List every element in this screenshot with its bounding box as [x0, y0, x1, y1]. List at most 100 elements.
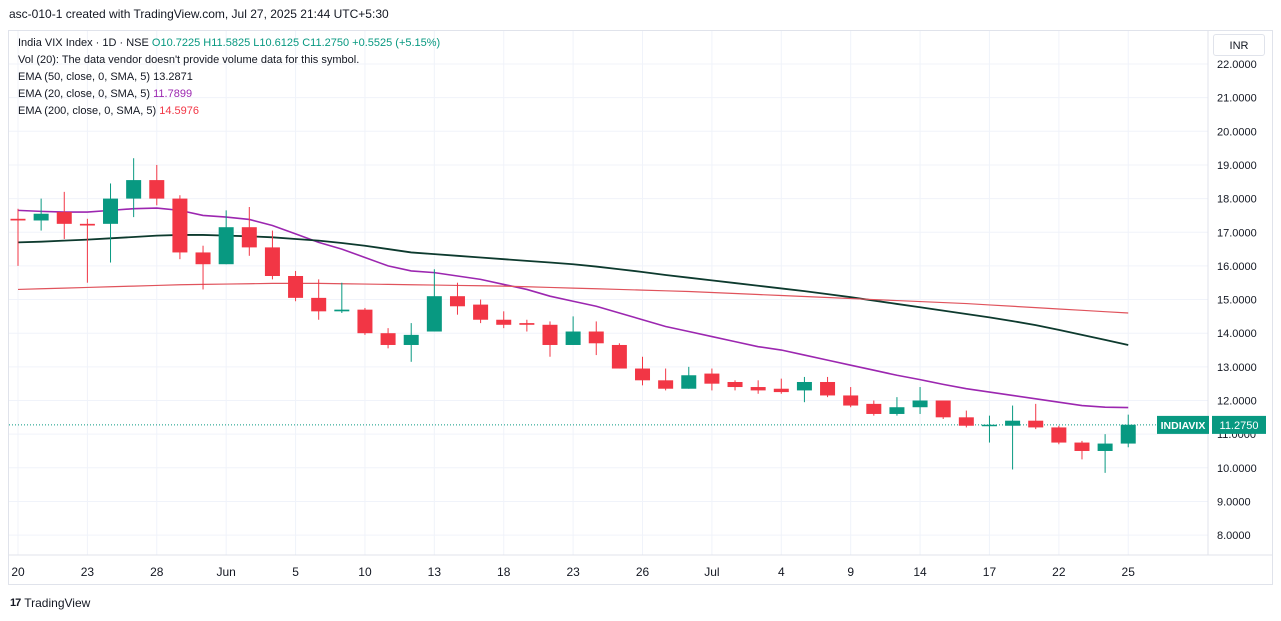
legend-ema50-row[interactable]: EMA (50, close, 0, SMA, 5) 13.2871 — [18, 69, 440, 86]
y-tick-label: 9.0000 — [1217, 496, 1251, 508]
legend-close: C11.2750 — [302, 37, 350, 49]
candle-body-up[interactable] — [1120, 424, 1136, 444]
candle-body-up[interactable] — [681, 375, 697, 389]
candle-body-up[interactable] — [981, 424, 997, 427]
y-tick-label: 20.0000 — [1217, 126, 1257, 138]
legend-ema20-value: 11.7899 — [153, 88, 193, 100]
candle-body-down[interactable] — [542, 324, 558, 345]
x-tick-label: 4 — [778, 565, 785, 579]
x-tick-label: 25 — [1122, 565, 1136, 579]
candle-body-down[interactable] — [10, 218, 26, 221]
ema50-line — [17, 234, 1129, 346]
legend-volume-row[interactable]: Vol (20): The data vendor doesn't provid… — [18, 52, 440, 69]
candle-body-down[interactable] — [611, 344, 627, 369]
y-tick-label: 12.0000 — [1217, 396, 1257, 408]
candle-body-down[interactable] — [1074, 442, 1090, 451]
x-tick-label: 28 — [150, 565, 164, 579]
candle-body-down[interactable] — [958, 417, 974, 426]
candle-body-down[interactable] — [519, 323, 535, 325]
candle-body-down[interactable] — [750, 387, 766, 391]
candle-body-down[interactable] — [195, 252, 211, 265]
legend-ema200-value: 14.5976 — [159, 105, 199, 117]
header-bar: asc-010-1 created with TradingView.com, … — [0, 0, 1281, 30]
candle-body-down[interactable] — [1028, 420, 1044, 428]
legend-symbol-row: India VIX Index · 1D · NSE O10.7225 H11.… — [18, 35, 440, 52]
candle-body-up[interactable] — [33, 213, 49, 221]
candle-body-down[interactable] — [727, 381, 743, 388]
candle-body-up[interactable] — [334, 309, 350, 312]
candle-body-up[interactable] — [1097, 443, 1113, 451]
legend-ema200-row[interactable]: EMA (200, close, 0, SMA, 5) 14.5976 — [18, 103, 440, 120]
candle-body-down[interactable] — [588, 331, 604, 344]
legend-low: L10.6125 — [253, 37, 300, 49]
candle-body-up[interactable] — [218, 227, 234, 265]
y-tick-label: 21.0000 — [1217, 93, 1257, 105]
x-tick-label: Jun — [216, 565, 235, 579]
candle-body-down[interactable] — [149, 180, 165, 199]
candle-body-down[interactable] — [172, 198, 188, 253]
candle-body-down[interactable] — [56, 212, 72, 224]
x-tick-label: 5 — [292, 565, 299, 579]
legend-symbol[interactable]: India VIX Index · 1D · NSE — [18, 37, 149, 49]
created-caption: asc-010-1 created with TradingView.com, … — [9, 7, 389, 21]
candle-body-down[interactable] — [496, 319, 512, 325]
candle-body-up[interactable] — [126, 180, 142, 199]
y-tick-label: 16.0000 — [1217, 261, 1257, 273]
tradingview-logo-text: TradingView — [24, 596, 91, 610]
legend-open: O10.7225 — [151, 37, 201, 49]
tradingview-logo[interactable]: 17 TradingView — [10, 596, 90, 610]
candle-body-down[interactable] — [773, 388, 789, 393]
candle-body-down[interactable] — [820, 381, 836, 396]
x-tick-label: 20 — [11, 565, 25, 579]
candle-body-down[interactable] — [635, 368, 651, 381]
x-tick-label: 18 — [497, 565, 511, 579]
candle-body-down[interactable] — [473, 304, 489, 320]
candle-body-up[interactable] — [912, 400, 928, 408]
candle-body-down[interactable] — [288, 275, 304, 298]
candle-body-up[interactable] — [796, 381, 812, 391]
candle-body-up[interactable] — [403, 334, 419, 345]
legend-change: +0.5525 (+5.15%) — [352, 37, 441, 49]
legend-ema20-label: EMA (20, close, 0, SMA, 5) — [18, 88, 151, 100]
tradingview-logo-icon: 17 — [10, 597, 21, 609]
candle-body-down[interactable] — [380, 333, 396, 345]
legend-ema50-value: 13.2871 — [153, 71, 193, 83]
candle-body-up[interactable] — [565, 331, 581, 345]
candle-body-up[interactable] — [426, 296, 442, 332]
x-tick-label: 10 — [358, 565, 372, 579]
candle-body-down[interactable] — [1051, 427, 1067, 443]
candle-body-down[interactable] — [311, 297, 327, 312]
symbol-tag-label: INDIAVIX — [1161, 420, 1206, 432]
candle-body-down[interactable] — [241, 227, 257, 248]
currency-button[interactable]: INR — [1213, 34, 1265, 56]
candle-body-down[interactable] — [658, 380, 674, 389]
x-tick-label: 9 — [847, 565, 854, 579]
x-tick-label: 22 — [1052, 565, 1066, 579]
x-tick-label: 26 — [636, 565, 650, 579]
candle-body-down[interactable] — [357, 309, 373, 334]
candle-body-down[interactable] — [866, 403, 882, 414]
y-tick-label: 18.0000 — [1217, 194, 1257, 206]
x-tick-label: Jul — [704, 565, 719, 579]
legend: India VIX Index · 1D · NSE O10.7225 H11.… — [18, 35, 440, 120]
x-tick-label: 23 — [81, 565, 95, 579]
candle-body-up[interactable] — [103, 198, 119, 224]
last-price-tag — [1212, 415, 1266, 434]
legend-volume-text: Vol (20): The data vendor doesn't provid… — [18, 54, 360, 66]
symbol-tag — [1157, 415, 1209, 434]
candle-body-down[interactable] — [264, 247, 280, 276]
y-tick-label: 10.0000 — [1217, 463, 1257, 475]
candle-body-down[interactable] — [935, 400, 951, 418]
legend-high: H11.5825 — [203, 37, 251, 49]
legend-ema20-row[interactable]: EMA (20, close, 0, SMA, 5) 11.7899 — [18, 86, 440, 103]
candle-body-up[interactable] — [1005, 420, 1021, 426]
legend-ema50-label: EMA (50, close, 0, SMA, 5) — [18, 71, 151, 83]
x-tick-label: 23 — [566, 565, 580, 579]
x-tick-label: 14 — [913, 565, 927, 579]
candle-body-up[interactable] — [889, 407, 905, 414]
candle-body-down[interactable] — [704, 373, 720, 384]
candle-body-down[interactable] — [843, 395, 859, 406]
candle-body-down[interactable] — [79, 223, 95, 226]
candle-body-down[interactable] — [449, 296, 465, 307]
